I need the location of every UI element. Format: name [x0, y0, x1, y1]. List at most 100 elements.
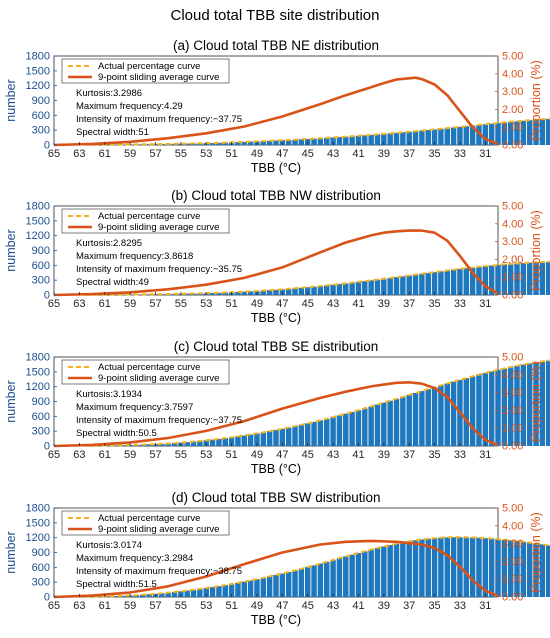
- bar: [317, 138, 324, 145]
- x-tick-label: 37: [403, 449, 415, 461]
- bar: [298, 139, 305, 145]
- y-right-tick-label: 1.00: [502, 574, 523, 586]
- bar: [241, 581, 248, 597]
- y-right-tick-label: 4.00: [502, 369, 523, 381]
- bar: [266, 431, 273, 446]
- bar: [355, 281, 362, 295]
- stat-annotation: Intensity of maximum frequency:−38.75: [76, 566, 242, 577]
- bar: [514, 541, 520, 597]
- bar: [533, 543, 539, 597]
- y-tick-label: 1800: [26, 51, 50, 63]
- bar: [457, 268, 463, 295]
- bar: [546, 545, 550, 597]
- bar: [469, 376, 476, 446]
- y-right-tick-label: 1.00: [502, 122, 523, 134]
- x-tick-label: 63: [73, 148, 85, 160]
- x-tick-label: 39: [378, 298, 390, 310]
- bar: [476, 374, 482, 446]
- stat-annotation: Intensity of maximum frequency:−37.75: [76, 415, 242, 426]
- bar: [235, 436, 241, 446]
- bar-series: [82, 537, 550, 597]
- bar: [400, 276, 406, 295]
- bar: [368, 134, 374, 145]
- legend-label-sliding: 9-point sliding average curve: [98, 72, 219, 83]
- x-tick-label: 51: [225, 449, 237, 461]
- bar: [425, 538, 431, 597]
- bar: [203, 588, 209, 597]
- bar: [285, 571, 292, 597]
- bar: [254, 433, 260, 446]
- bar: [209, 142, 216, 145]
- bar: [526, 120, 533, 145]
- x-tick-label: 47: [276, 148, 288, 160]
- bar: [184, 293, 190, 295]
- bar: [146, 144, 152, 145]
- bar: [406, 131, 412, 145]
- bar: [381, 546, 387, 597]
- y-right-tick-label: 2.00: [502, 405, 523, 417]
- x-tick-label: 49: [251, 600, 263, 612]
- bar-series: [82, 118, 550, 145]
- bar: [406, 275, 412, 295]
- bar: [520, 541, 527, 597]
- x-tick-label: 65: [48, 148, 60, 160]
- x-tick-label: 55: [175, 148, 187, 160]
- y-tick-label: 300: [32, 577, 50, 589]
- bar: [114, 596, 121, 597]
- bar: [514, 263, 520, 295]
- legend-label-actual: Actual percentage curve: [98, 211, 200, 222]
- legend-box: [61, 208, 230, 234]
- x-tick-label: 47: [276, 600, 288, 612]
- bar: [235, 582, 241, 597]
- actual-percentage-curve: [85, 359, 550, 447]
- bar: [400, 542, 406, 597]
- x-tick-label: 49: [251, 148, 263, 160]
- y-tick-label: 600: [32, 562, 50, 574]
- stat-annotation: Spectral width:51: [76, 127, 149, 138]
- x-tick-label: 57: [149, 298, 161, 310]
- bar: [514, 365, 520, 446]
- bar: [260, 290, 267, 295]
- legend-label-sliding: 9-point sliding average curve: [98, 524, 219, 535]
- bar: [349, 136, 355, 145]
- bar: [501, 368, 508, 446]
- y-tick-label: 1800: [26, 503, 50, 515]
- bar: [336, 415, 343, 446]
- figure-title: Cloud total TBB site distribution: [171, 7, 380, 24]
- bar: [368, 406, 374, 446]
- bar: [368, 280, 374, 295]
- x-tick-label: 43: [327, 298, 339, 310]
- stat-annotation: Spectral width:49: [76, 277, 149, 288]
- y-right-tick-label: 0.00: [502, 592, 523, 604]
- x-tick-label: 37: [403, 298, 415, 310]
- bar: [184, 143, 190, 145]
- x-tick-label: 35: [428, 298, 440, 310]
- bar: [539, 361, 546, 446]
- bar: [463, 268, 470, 295]
- bar: [273, 574, 279, 597]
- x-tick-label: 31: [479, 600, 491, 612]
- bar: [374, 548, 381, 597]
- y-right-axis-label: Proportion (%): [529, 210, 543, 291]
- y-tick-label: 1200: [26, 381, 50, 393]
- bar: [330, 284, 336, 295]
- bar: [222, 438, 228, 446]
- bar: [121, 445, 127, 446]
- bar: [406, 394, 412, 446]
- bar: [495, 264, 501, 295]
- x-tick-label: 41: [352, 298, 364, 310]
- bar: [190, 441, 197, 446]
- bar: [374, 279, 381, 295]
- y-right-tick-label: 0.00: [502, 441, 523, 453]
- x-tick-label: 31: [479, 148, 491, 160]
- bar: [546, 360, 550, 446]
- bar: [419, 539, 425, 597]
- bar: [260, 432, 267, 446]
- bar: [285, 139, 292, 145]
- bar: [444, 537, 450, 597]
- y-tick-label: 300: [32, 426, 50, 438]
- bar: [355, 135, 362, 145]
- bar: [520, 263, 527, 295]
- bar: [140, 594, 146, 597]
